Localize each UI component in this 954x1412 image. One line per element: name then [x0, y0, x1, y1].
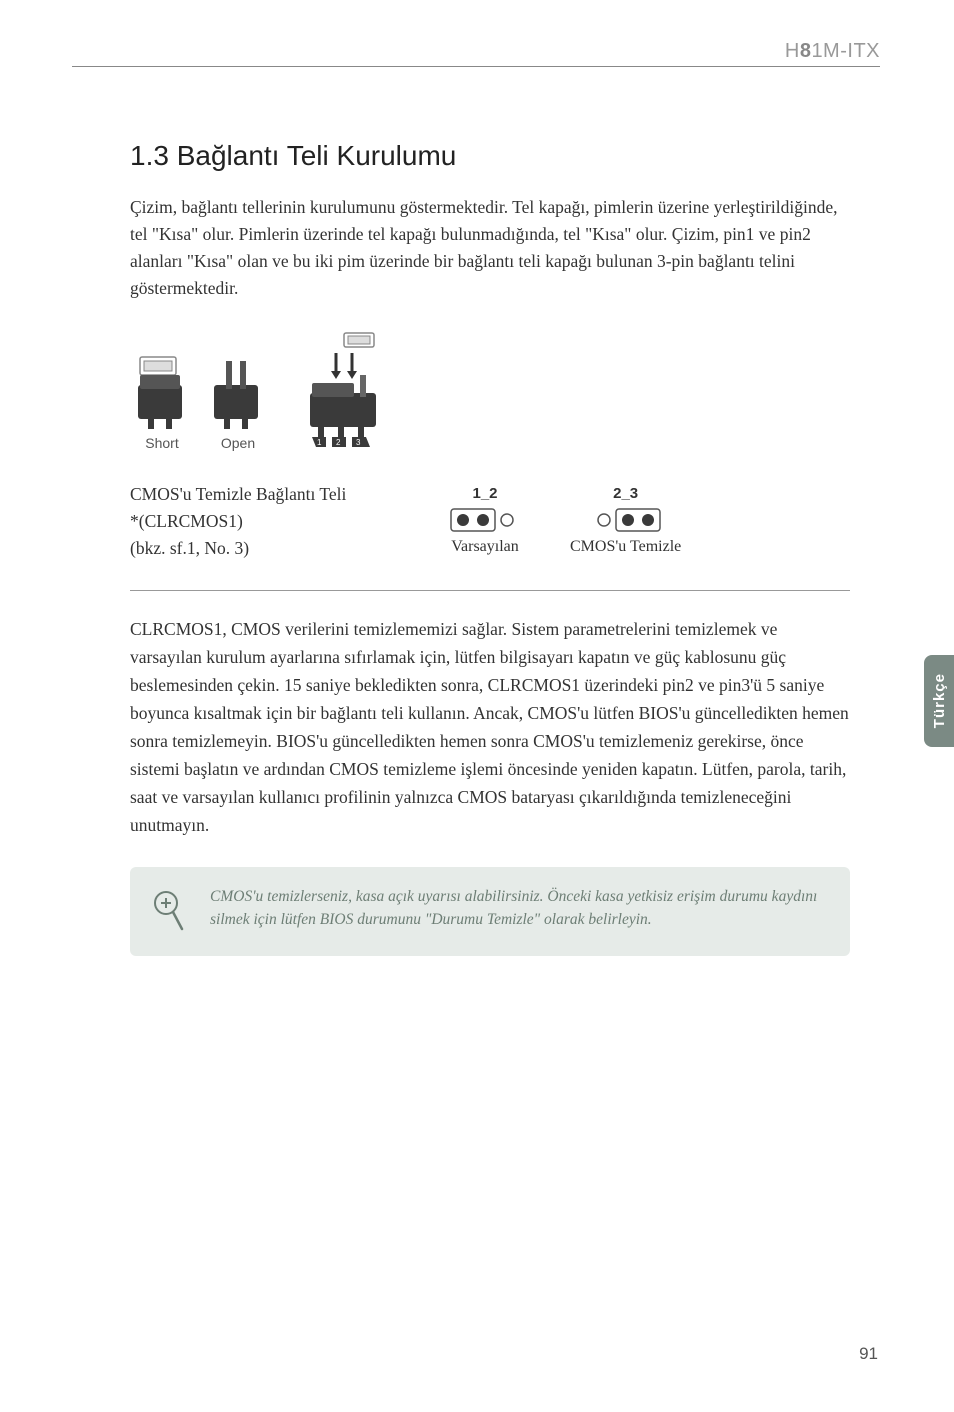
jumper-short-label: Short — [145, 435, 178, 451]
intro-paragraph: Çizim, bağlantı tellerinin kurulumunu gö… — [130, 194, 850, 303]
jumper-3pin-block: 1 2 3 — [302, 331, 398, 451]
page-number: 91 — [859, 1344, 878, 1364]
jumper-open-block: Open — [206, 345, 270, 451]
magnifier-plus-icon — [152, 889, 186, 938]
product-suffix: 1M-ITX — [811, 40, 880, 62]
body-paragraph-2: CLRCMOS1, CMOS verilerini temizlememizi … — [130, 615, 850, 839]
language-tab-label: Türkçe — [931, 673, 948, 728]
cmos-row: CMOS'u Temizle Bağlantı Teli *(CLRCMOS1)… — [130, 481, 850, 562]
default-pins-label: 1_2 — [472, 485, 497, 502]
jumper-default: 1_2 Varsayılan — [450, 485, 520, 556]
cmos-left: CMOS'u Temizle Bağlantı Teli *(CLRCMOS1)… — [130, 481, 390, 562]
svg-text:3: 3 — [356, 438, 361, 447]
note-box: CMOS'u temizlerseniz, kasa açık uyarısı … — [130, 867, 850, 956]
product-name: H81M-ITX — [785, 40, 880, 63]
header-divider — [72, 66, 880, 67]
section-divider — [130, 590, 850, 591]
jumper-3pin-icon: 1 2 3 — [302, 331, 398, 451]
cmos-ref1: *(CLRCMOS1) — [130, 508, 390, 535]
svg-text:1: 1 — [317, 438, 322, 447]
language-tab: Türkçe — [924, 655, 954, 747]
product-bold: 8 — [800, 40, 812, 62]
jumper-open-icon — [206, 345, 270, 431]
jumper-default-icon — [450, 508, 520, 532]
clear-pins-label: 2_3 — [613, 485, 638, 502]
jumper-illustrations: Short Open — [130, 331, 850, 451]
jumper-clear-icon — [591, 508, 661, 532]
clear-caption: CMOS'u Temizle — [570, 538, 681, 556]
jumper-short-block: Short — [130, 345, 194, 451]
svg-text:2: 2 — [336, 438, 341, 447]
jumper-clear: 2_3 CMOS'u Temizle — [570, 485, 681, 556]
page-content: 1.3 Bağlantı Teli Kurulumu Çizim, bağlan… — [130, 140, 850, 956]
note-text: CMOS'u temizlerseniz, kasa açık uyarısı … — [210, 885, 828, 932]
cmos-right: 1_2 Varsayılan 2_3 CMOS'u Temizle — [450, 485, 681, 562]
cmos-ref2: (bkz. sf.1, No. 3) — [130, 535, 390, 562]
default-caption: Varsayılan — [451, 538, 519, 556]
section-heading: 1.3 Bağlantı Teli Kurulumu — [130, 140, 850, 172]
cmos-title: CMOS'u Temizle Bağlantı Teli — [130, 481, 390, 508]
product-prefix: H — [785, 40, 800, 62]
jumper-short-icon — [130, 345, 194, 431]
jumper-open-label: Open — [221, 435, 255, 451]
